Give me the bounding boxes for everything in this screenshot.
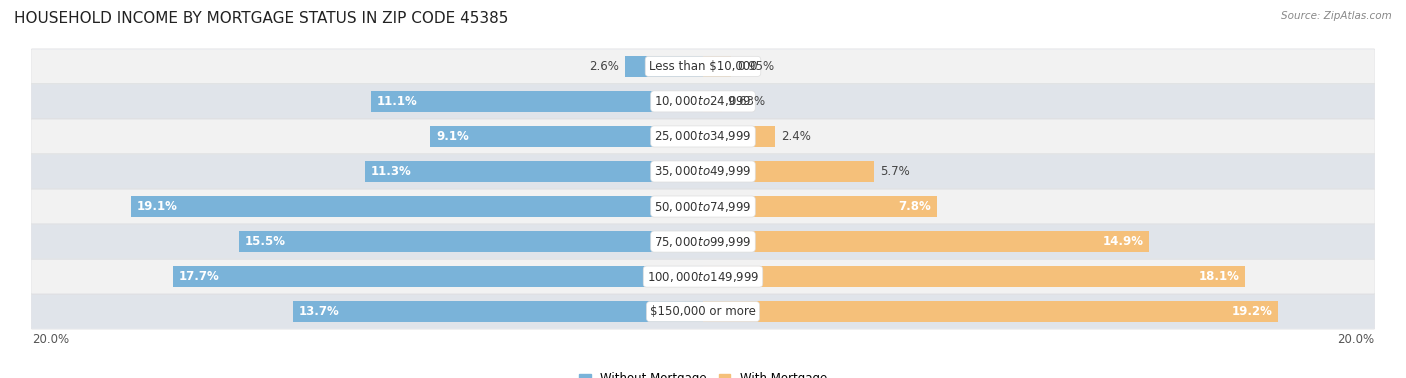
Text: 20.0%: 20.0%: [32, 333, 69, 346]
FancyBboxPatch shape: [31, 119, 1375, 154]
Text: 2.4%: 2.4%: [780, 130, 811, 143]
Text: 2.6%: 2.6%: [589, 60, 619, 73]
Text: 0.63%: 0.63%: [728, 95, 765, 108]
FancyBboxPatch shape: [31, 259, 1375, 294]
Bar: [703, 231, 1149, 252]
Text: $10,000 to $24,999: $10,000 to $24,999: [654, 94, 752, 108]
FancyBboxPatch shape: [31, 119, 1375, 153]
Legend: Without Mortgage, With Mortgage: Without Mortgage, With Mortgage: [574, 367, 832, 378]
Text: 19.2%: 19.2%: [1232, 305, 1272, 318]
Bar: [173, 266, 703, 287]
Text: $25,000 to $34,999: $25,000 to $34,999: [654, 129, 752, 143]
Bar: [703, 126, 775, 147]
Text: $75,000 to $99,999: $75,000 to $99,999: [654, 235, 752, 249]
Text: HOUSEHOLD INCOME BY MORTGAGE STATUS IN ZIP CODE 45385: HOUSEHOLD INCOME BY MORTGAGE STATUS IN Z…: [14, 11, 509, 26]
Text: 18.1%: 18.1%: [1198, 270, 1239, 283]
Text: 17.7%: 17.7%: [179, 270, 219, 283]
Bar: [703, 161, 873, 182]
FancyBboxPatch shape: [31, 294, 1375, 329]
Bar: [703, 91, 721, 112]
FancyBboxPatch shape: [31, 225, 1375, 259]
Bar: [239, 231, 703, 252]
Bar: [131, 196, 703, 217]
Text: 9.1%: 9.1%: [436, 130, 470, 143]
Text: $100,000 to $149,999: $100,000 to $149,999: [647, 270, 759, 284]
FancyBboxPatch shape: [31, 154, 1375, 189]
Bar: [703, 266, 1246, 287]
Bar: [703, 301, 1278, 322]
Text: Less than $10,000: Less than $10,000: [648, 60, 758, 73]
Text: 15.5%: 15.5%: [245, 235, 285, 248]
Bar: [703, 196, 936, 217]
FancyBboxPatch shape: [31, 295, 1375, 328]
Bar: [626, 56, 703, 77]
Text: 19.1%: 19.1%: [136, 200, 177, 213]
Bar: [371, 91, 703, 112]
Text: 11.1%: 11.1%: [377, 95, 418, 108]
Bar: [364, 161, 703, 182]
Text: 7.8%: 7.8%: [898, 200, 931, 213]
FancyBboxPatch shape: [31, 155, 1375, 188]
FancyBboxPatch shape: [31, 50, 1375, 83]
Text: $150,000 or more: $150,000 or more: [650, 305, 756, 318]
Bar: [430, 126, 703, 147]
Text: 5.7%: 5.7%: [880, 165, 910, 178]
Bar: [703, 56, 731, 77]
FancyBboxPatch shape: [31, 189, 1375, 224]
FancyBboxPatch shape: [31, 260, 1375, 293]
Text: 14.9%: 14.9%: [1102, 235, 1143, 248]
FancyBboxPatch shape: [31, 224, 1375, 259]
Text: 20.0%: 20.0%: [1337, 333, 1374, 346]
Bar: [292, 301, 703, 322]
Text: Source: ZipAtlas.com: Source: ZipAtlas.com: [1281, 11, 1392, 21]
Text: 11.3%: 11.3%: [371, 165, 412, 178]
FancyBboxPatch shape: [31, 190, 1375, 223]
Text: $50,000 to $74,999: $50,000 to $74,999: [654, 200, 752, 214]
Text: 13.7%: 13.7%: [298, 305, 339, 318]
Text: 0.95%: 0.95%: [738, 60, 775, 73]
FancyBboxPatch shape: [31, 49, 1375, 84]
Text: $35,000 to $49,999: $35,000 to $49,999: [654, 164, 752, 178]
FancyBboxPatch shape: [31, 84, 1375, 119]
FancyBboxPatch shape: [31, 85, 1375, 118]
